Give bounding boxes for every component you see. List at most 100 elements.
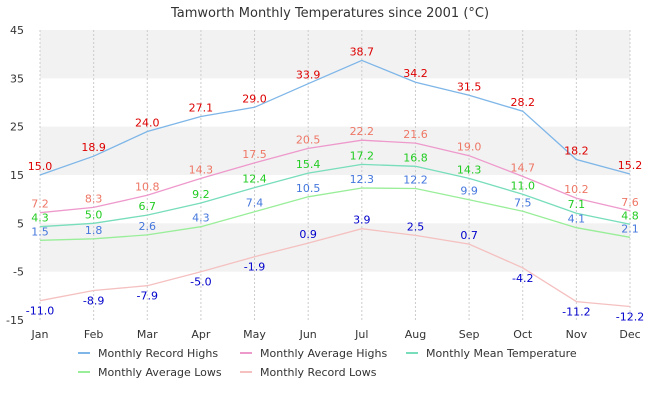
data-label: 1.8 [85,224,103,237]
x-tick-label: Aug [405,328,426,341]
x-axis: Jan Feb Mar Apr May Jun Jul Aug Sep Oct Nov Dec [31,328,641,341]
data-label: 0.7 [460,229,478,242]
x-tick-label: Jan [31,328,49,341]
data-label: 27.1 [189,102,214,115]
x-tick-label: Dec [619,328,640,341]
data-label: 0.9 [299,228,317,241]
data-label: -11.2 [562,306,590,319]
plot-band [40,30,630,79]
data-label: 4.1 [568,213,586,226]
series-line [39,139,631,214]
data-label: 7.5 [514,196,532,209]
y-tick-label: -15 [6,314,24,327]
data-label: -8.9 [83,295,104,308]
data-label: 17.5 [242,148,267,161]
legend-item: Monthly Record Highs [78,347,218,360]
y-tick-label: 35 [10,72,24,85]
legend-item: Monthly Record Lows [240,366,377,379]
y-tick-label: 15 [10,169,24,182]
y-tick-label: 25 [10,121,24,134]
data-label: 28.2 [510,96,535,109]
data-label: 2.6 [139,220,157,233]
data-label: 12.3 [350,173,375,186]
data-label: -7.9 [137,290,158,303]
data-label: 31.5 [457,80,482,93]
legend-label: Monthly Record Lows [260,366,377,379]
x-tick-label: Nov [566,328,588,341]
series-line [39,228,631,308]
data-label: 10.5 [296,182,321,195]
data-label: 8.3 [85,192,103,205]
data-label: 9.9 [460,185,478,198]
plot-bands [40,30,630,272]
y-tick-label: 45 [10,24,24,37]
legend-label: Monthly Record Highs [98,347,218,360]
x-tick-label: May [243,328,266,341]
y-tick-label: 5 [17,217,24,230]
data-label: 9.2 [192,188,210,201]
data-label: 7.4 [246,197,264,210]
data-label: 3.9 [353,214,371,227]
data-label: 7.2 [31,198,49,211]
x-tick-label: Jun [299,328,317,341]
x-tick-label: Jul [354,328,368,341]
data-label: -5.0 [190,276,211,289]
data-label: 4.8 [621,209,639,222]
legend-item: Monthly Mean Temperature [406,347,577,360]
data-label: 15.2 [618,159,643,172]
data-label: 10.8 [135,180,160,193]
legend-label: Monthly Average Highs [260,347,387,360]
legend-label: Monthly Mean Temperature [426,347,577,360]
data-label: 6.7 [139,200,157,213]
series-line [39,59,631,176]
data-label: 34.2 [403,67,428,80]
x-tick-label: Sep [459,328,480,341]
data-label: 20.5 [296,133,321,146]
data-label: 15.0 [28,160,53,173]
data-label: -4.2 [512,272,533,285]
data-label: 24.0 [135,117,160,130]
plot-band [40,126,630,175]
legend: Monthly Record Highs Monthly Average High… [78,347,577,379]
data-label: 11.0 [510,179,535,192]
data-label: 4.3 [192,212,210,225]
data-label: 16.8 [403,151,428,164]
x-tick-label: Feb [84,328,103,341]
data-label: 7.1 [568,198,586,211]
data-label: 22.2 [350,125,375,138]
plot-band [40,223,630,272]
data-label: 33.9 [296,69,321,82]
data-label: 14.3 [189,163,214,176]
data-label: 12.4 [242,173,267,186]
series-lines [39,59,631,308]
data-label: 5.0 [85,208,103,221]
series-line [39,187,631,241]
data-label: 19.0 [457,141,482,154]
legend-item: Monthly Average Highs [240,347,387,360]
data-label: 21.6 [403,128,428,141]
legend-item: Monthly Average Lows [78,366,222,379]
data-label: 4.3 [31,212,49,225]
data-label: 17.2 [350,149,375,162]
data-label: 18.2 [564,145,589,158]
data-label: 14.3 [457,163,482,176]
data-label: -11.0 [26,305,54,318]
series-line [39,163,631,228]
data-label: 7.6 [621,196,639,209]
data-label: 12.2 [403,174,428,187]
x-tick-label: Apr [191,328,211,341]
data-label: 15.4 [296,158,321,171]
data-label: 29.0 [242,92,267,105]
data-label: 1.5 [31,225,49,238]
data-label: 38.7 [350,45,375,58]
data-label: 18.9 [81,141,106,154]
data-labels: 15.0 18.9 24.0 27.1 29.0 33.9 38.7 34.2 31.5 28.2… [26,45,644,323]
x-tick-label: Oct [513,328,533,341]
data-label: -12.2 [616,310,644,323]
data-label: -1.9 [244,261,265,274]
y-axis: 45 35 25 15 5 -5 -15 [6,24,24,327]
y-tick-label: -5 [13,266,24,279]
data-label: 2.5 [407,220,425,233]
chart-title: Tamworth Monthly Temperatures since 2001… [170,6,489,21]
